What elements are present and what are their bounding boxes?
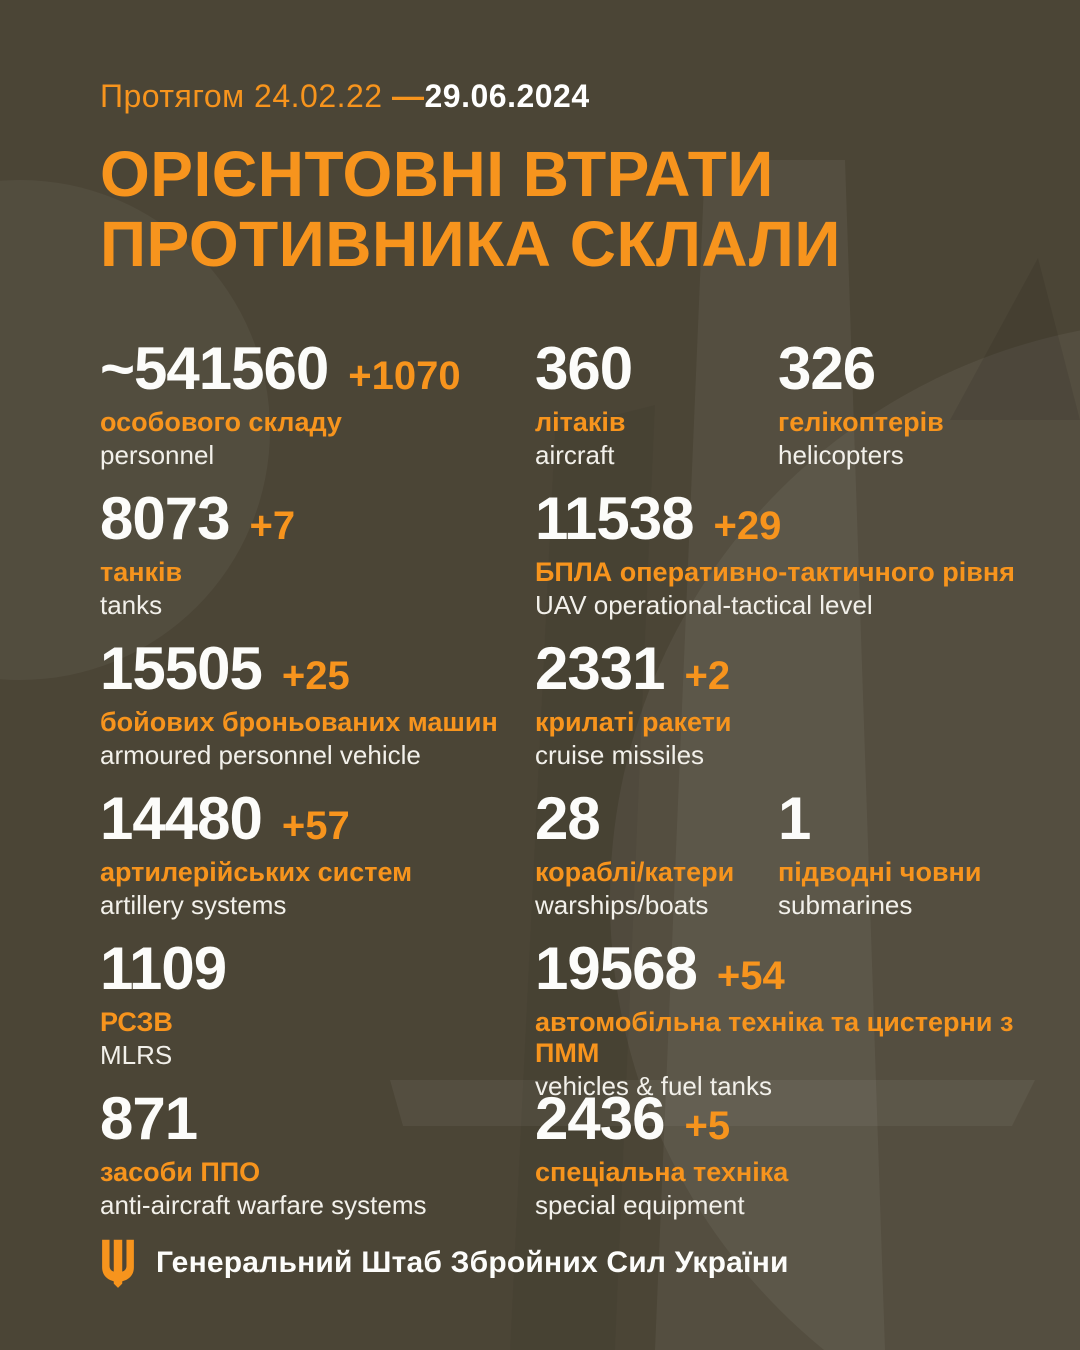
stat-label-en: special equipment: [535, 1190, 745, 1221]
stat-submarines: 1 підводні човни submarines: [778, 783, 1060, 933]
stat-value: 2436: [535, 1085, 665, 1152]
footer: Генеральний Штаб Збройних Сил України: [100, 1238, 789, 1288]
stat-label-en: aircraft: [535, 440, 615, 471]
stat-label-uk: особового складу: [100, 407, 342, 437]
stat-label-en: personnel: [100, 440, 215, 471]
stat-value: 326: [778, 335, 876, 402]
stat-value: 2331: [535, 635, 665, 702]
stat-label-en: UAV operational-tactical level: [535, 590, 873, 621]
stat-mlrs: 1109 РСЗВ MLRS: [100, 933, 535, 1083]
stat-artillery: 14480 +57 артилерійських систем artiller…: [100, 783, 535, 933]
stat-label-en: anti-aircraft warfare systems: [100, 1190, 427, 1221]
stat-delta: +5: [684, 1104, 731, 1148]
stat-value: 8073: [100, 485, 230, 552]
stat-armoured-vehicles: 15505 +25 бойових броньованих машин armo…: [100, 633, 535, 783]
stat-label-uk: підводні човни: [778, 857, 982, 887]
stat-label-uk: артилерійських систем: [100, 857, 413, 887]
stat-value: 19568: [535, 935, 698, 1002]
stat-delta: +57: [281, 804, 350, 848]
stat-label-en: submarines: [778, 890, 913, 921]
header: Протягом 24.02.22 —29.06.2024 ОРІЄНТОВНІ…: [100, 78, 841, 280]
stat-delta: +1070: [348, 354, 461, 398]
stat-tanks: 8073 +7 танків tanks: [100, 483, 535, 633]
period-dash: —: [391, 78, 425, 114]
title-line-2: ПРОТИВНИКА СКЛАЛИ: [100, 208, 841, 281]
stat-label-uk: спеціальна техніка: [535, 1157, 789, 1187]
period-prefix: Протягом 24.02.22: [100, 78, 392, 114]
stat-value: ~541560: [100, 335, 329, 402]
stat-label-uk: танків: [100, 557, 183, 587]
page-title: ОРІЄНТОВНІ ВТРАТИ ПРОТИВНИКА СКЛАЛИ: [100, 139, 841, 280]
stat-value: 360: [535, 335, 633, 402]
stat-delta: +29: [713, 504, 782, 548]
stat-value: 28: [535, 785, 601, 852]
stat-label-uk: автомобільна техніка та цистерни з ПММ: [535, 1007, 1014, 1069]
stat-label-en: cruise missiles: [535, 740, 705, 771]
stat-value: 1: [778, 785, 811, 852]
stat-personnel: ~541560 +1070 особового складу personnel: [100, 333, 535, 483]
stat-delta: +25: [281, 654, 350, 698]
stat-label-uk: БПЛА оперативно-тактичного рівня: [535, 557, 1015, 587]
report-period: Протягом 24.02.22 —29.06.2024: [100, 78, 841, 115]
organization-name: Генеральний Штаб Збройних Сил України: [156, 1246, 789, 1279]
stat-value: 15505: [100, 635, 263, 702]
stat-label-uk: кораблі/катери: [535, 857, 735, 887]
stat-warships: 28 кораблі/катери warships/boats: [535, 783, 778, 933]
stat-uav: 11538 +29 БПЛА оперативно-тактичного рів…: [535, 483, 1060, 633]
stat-label-en: helicopters: [778, 440, 904, 471]
stat-anti-aircraft: 871 засоби ППО anti-aircraft warfare sys…: [100, 1083, 535, 1233]
stat-label-en: vehicles & fuel tanks: [535, 1071, 773, 1102]
stat-aircraft: 360 літаків aircraft: [535, 333, 778, 483]
stats-grid: ~541560 +1070 особового складу personnel…: [100, 333, 1060, 1233]
stat-label-uk: крилаті ракети: [535, 707, 732, 737]
stat-delta: +2: [684, 654, 731, 698]
stat-delta: +54: [716, 954, 785, 998]
stat-cruise-missiles: 2331 +2 крилаті ракети cruise missiles: [535, 633, 1060, 783]
stat-label-uk: бойових броньованих машин: [100, 707, 498, 737]
stat-value: 1109: [100, 935, 227, 1002]
title-line-1: ОРІЄНТОВНІ ВТРАТИ: [100, 138, 774, 210]
stat-value: 14480: [100, 785, 263, 852]
stat-label-en: warships/boats: [535, 890, 709, 921]
stat-special-equipment: 2436 +5 спеціальна техніка special equip…: [535, 1083, 1060, 1233]
stat-label-en: artillery systems: [100, 890, 287, 921]
stat-label-en: tanks: [100, 590, 163, 621]
stat-label-uk: РСЗВ: [100, 1007, 173, 1037]
stat-label-en: armoured personnel vehicle: [100, 740, 421, 771]
period-end-date: 29.06.2024: [424, 78, 590, 114]
stat-label-uk: літаків: [535, 407, 626, 437]
stat-delta: +7: [249, 504, 296, 548]
stat-value: 871: [100, 1085, 198, 1152]
stat-label-en: MLRS: [100, 1040, 173, 1071]
trident-icon: [102, 1239, 134, 1288]
stat-vehicles-fuel-tanks: 19568 +54 автомобільна техніка та цистер…: [535, 933, 1060, 1101]
stat-label-uk: засоби ППО: [100, 1157, 261, 1187]
stat-value: 11538: [535, 485, 695, 552]
stat-label-uk: гелікоптерів: [778, 407, 944, 437]
stat-helicopters: 326 гелікоптерів helicopters: [778, 333, 1060, 483]
